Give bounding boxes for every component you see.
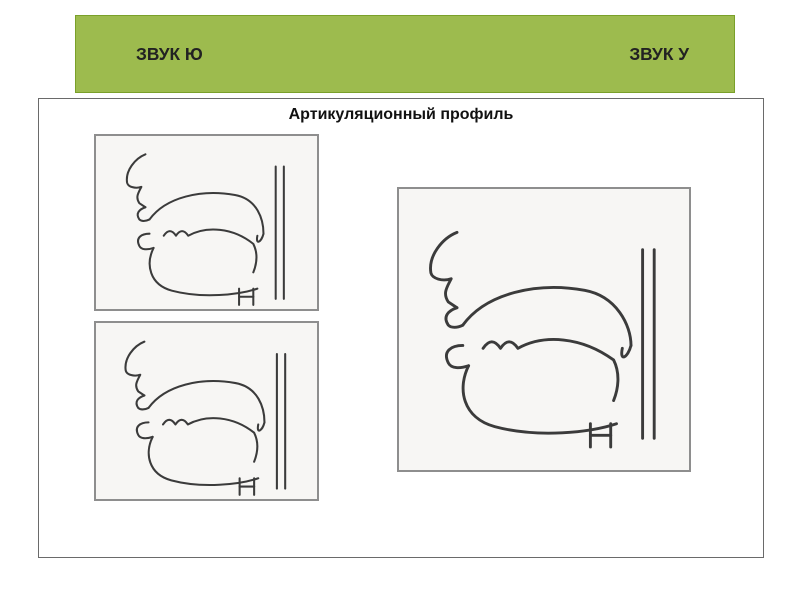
profile-svg xyxy=(96,323,317,499)
articulation-profile-u xyxy=(397,187,691,472)
profile-svg xyxy=(399,189,689,470)
articulation-profile-yu-1 xyxy=(94,134,319,311)
header-label-left: ЗВУК Ю xyxy=(136,44,629,65)
page-root: ЗВУК Ю ЗВУК У Артикуляционный профиль xyxy=(0,0,800,600)
profile-svg xyxy=(96,136,317,309)
section-title: Артикуляционный профиль xyxy=(39,106,763,124)
articulation-profile-yu-2 xyxy=(94,321,319,501)
header-label-right: ЗВУК У xyxy=(629,44,689,65)
content-panel: Артикуляционный профиль xyxy=(38,98,764,558)
header-bar: ЗВУК Ю ЗВУК У xyxy=(75,15,735,93)
